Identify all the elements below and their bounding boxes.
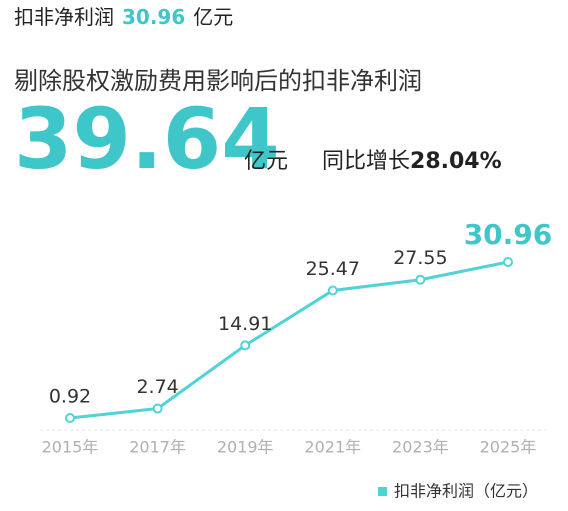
point xyxy=(65,413,75,423)
x-tick-label: 2015年 xyxy=(42,438,99,457)
point xyxy=(503,257,513,267)
subtitle: 剔除股权激励费用影响后的扣非净利润 xyxy=(14,67,422,95)
point xyxy=(152,403,163,414)
x-tick-label: 2021年 xyxy=(304,438,361,457)
legend-label: 扣非净利润（亿元） xyxy=(394,482,538,501)
point xyxy=(240,340,251,351)
point xyxy=(415,274,426,285)
line xyxy=(69,260,509,420)
header: 扣非净利润 30.96 亿元 xyxy=(14,5,233,29)
point xyxy=(327,285,338,296)
header-unit: 亿元 xyxy=(193,5,233,29)
headline-unit: 亿元 xyxy=(244,149,288,174)
data-label: 30.96 xyxy=(464,218,553,251)
data-label: 25.47 xyxy=(306,258,360,280)
growth-label: 同比增长 xyxy=(322,149,410,174)
x-tick-label: 2019年 xyxy=(217,438,274,457)
header-value: 30.96 xyxy=(122,5,185,29)
data-label: 2.74 xyxy=(136,376,178,398)
legend-swatch xyxy=(378,487,387,496)
growth: 同比增长28.04% xyxy=(322,149,502,174)
data-label: 27.55 xyxy=(393,247,447,269)
x-tick-label: 2025年 xyxy=(480,438,537,457)
x-tick-label: 2017年 xyxy=(129,438,186,457)
data-label: 14.91 xyxy=(218,313,272,335)
header-label: 扣非净利润 xyxy=(14,5,114,29)
data-label: 0.92 xyxy=(49,386,91,408)
headline-value: 39.64 xyxy=(14,90,280,188)
growth-value: 28.04% xyxy=(410,149,502,174)
x-tick-label: 2023年 xyxy=(392,438,449,457)
